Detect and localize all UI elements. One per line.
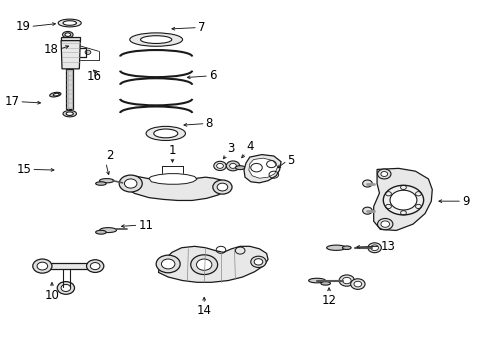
Polygon shape <box>61 41 80 69</box>
Polygon shape <box>244 154 281 183</box>
Text: 4: 4 <box>246 140 253 153</box>
Circle shape <box>61 284 71 292</box>
Ellipse shape <box>53 93 59 96</box>
Text: 9: 9 <box>462 195 469 208</box>
Circle shape <box>217 183 228 191</box>
Ellipse shape <box>96 230 106 234</box>
Polygon shape <box>61 37 80 41</box>
Ellipse shape <box>309 278 325 283</box>
Polygon shape <box>149 174 197 184</box>
Text: 19: 19 <box>15 20 30 33</box>
Circle shape <box>381 171 388 176</box>
Circle shape <box>383 185 424 215</box>
Circle shape <box>156 255 180 273</box>
Text: 12: 12 <box>321 294 337 307</box>
Circle shape <box>161 259 175 269</box>
Ellipse shape <box>141 36 172 44</box>
Text: 1: 1 <box>169 144 176 157</box>
Text: 2: 2 <box>106 149 113 162</box>
Circle shape <box>251 256 266 267</box>
Circle shape <box>254 259 263 265</box>
Ellipse shape <box>96 182 106 185</box>
Circle shape <box>351 279 365 289</box>
Text: 14: 14 <box>196 304 212 317</box>
Circle shape <box>33 259 52 273</box>
Polygon shape <box>249 158 278 178</box>
Polygon shape <box>66 69 73 109</box>
Circle shape <box>87 260 104 273</box>
Circle shape <box>381 221 390 227</box>
Text: 6: 6 <box>209 69 217 82</box>
Circle shape <box>339 275 354 286</box>
Ellipse shape <box>327 245 346 251</box>
Circle shape <box>377 219 393 230</box>
Ellipse shape <box>65 33 71 36</box>
Circle shape <box>119 175 142 192</box>
Ellipse shape <box>58 19 81 27</box>
Ellipse shape <box>130 33 183 46</box>
Circle shape <box>124 179 137 188</box>
Text: 13: 13 <box>380 240 395 253</box>
Ellipse shape <box>63 31 73 38</box>
Ellipse shape <box>49 92 61 97</box>
Circle shape <box>196 259 212 270</box>
Circle shape <box>371 245 378 251</box>
Circle shape <box>377 169 391 179</box>
Ellipse shape <box>63 21 76 25</box>
Text: 15: 15 <box>17 163 31 176</box>
Polygon shape <box>159 246 268 282</box>
Ellipse shape <box>100 228 117 233</box>
Ellipse shape <box>66 112 74 116</box>
Polygon shape <box>45 263 94 269</box>
Text: 5: 5 <box>287 154 294 167</box>
Circle shape <box>217 163 223 168</box>
Ellipse shape <box>235 166 245 170</box>
Text: 16: 16 <box>87 71 102 84</box>
Circle shape <box>230 163 236 168</box>
Circle shape <box>214 161 226 171</box>
Circle shape <box>37 262 48 270</box>
Circle shape <box>213 180 232 194</box>
Text: 18: 18 <box>44 43 59 56</box>
Ellipse shape <box>146 126 185 140</box>
Ellipse shape <box>154 129 178 138</box>
Text: 10: 10 <box>45 289 59 302</box>
Circle shape <box>226 161 240 171</box>
Text: 3: 3 <box>227 141 234 154</box>
Text: 11: 11 <box>138 219 153 231</box>
Text: 17: 17 <box>4 95 19 108</box>
Circle shape <box>354 281 362 287</box>
Ellipse shape <box>99 179 114 183</box>
Circle shape <box>85 50 91 54</box>
Circle shape <box>90 262 100 270</box>
Circle shape <box>57 282 74 294</box>
Text: 7: 7 <box>198 21 205 34</box>
Circle shape <box>368 243 381 253</box>
Circle shape <box>363 180 372 187</box>
Ellipse shape <box>343 246 351 249</box>
Circle shape <box>343 277 351 284</box>
Circle shape <box>363 207 372 214</box>
Text: 8: 8 <box>206 117 213 130</box>
Ellipse shape <box>321 282 330 285</box>
Ellipse shape <box>63 111 76 117</box>
Circle shape <box>390 190 417 210</box>
Polygon shape <box>122 176 227 201</box>
Circle shape <box>191 255 218 275</box>
Polygon shape <box>374 168 432 230</box>
